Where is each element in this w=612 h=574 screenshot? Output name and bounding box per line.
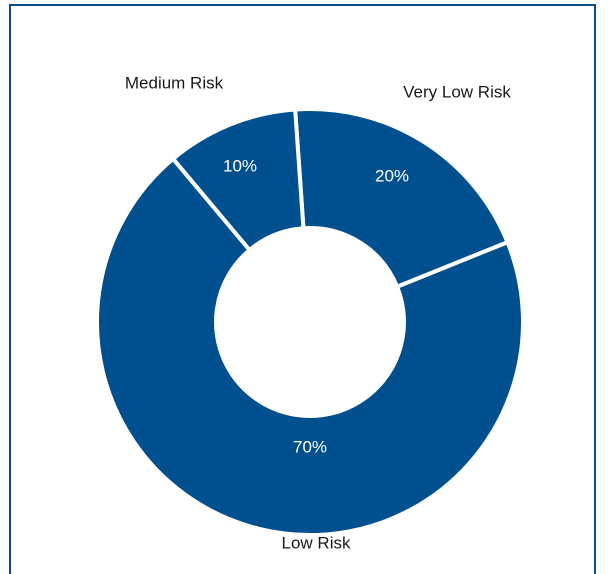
slices-layer [95, 107, 525, 537]
category-label-low-risk: Low Risk [282, 533, 351, 552]
category-labels-layer: Very Low Risk Low Risk Medium Risk [125, 73, 511, 552]
data-label-very-low-risk: 20% [375, 166, 409, 185]
donut-slice-low-risk [95, 156, 525, 537]
category-label-medium-risk: Medium Risk [125, 73, 224, 92]
donut-slice-medium-risk [170, 107, 306, 253]
category-label-very-low-risk: Very Low Risk [403, 82, 511, 101]
donut-slice-very-low-risk [293, 107, 511, 290]
percent-labels-layer: 20% 70% 10% [223, 156, 409, 456]
data-label-medium-risk: 10% [223, 156, 257, 175]
data-label-low-risk: 70% [293, 437, 327, 456]
